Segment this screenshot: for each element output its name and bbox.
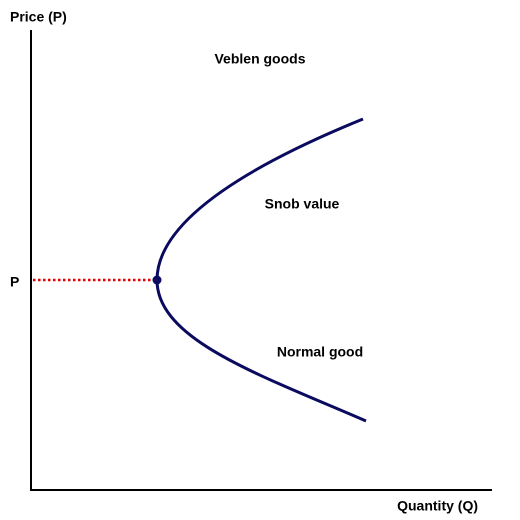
y-axis-label: Price (P) — [10, 9, 67, 25]
annotation: Snob value — [265, 196, 340, 212]
annotation: Normal good — [277, 344, 363, 360]
annotation: Veblen goods — [214, 51, 305, 67]
x-axis-label: Quantity (Q) — [397, 498, 478, 514]
demand-curve — [155, 117, 367, 423]
vertex-point — [152, 275, 162, 285]
price-marker: P — [10, 274, 19, 290]
